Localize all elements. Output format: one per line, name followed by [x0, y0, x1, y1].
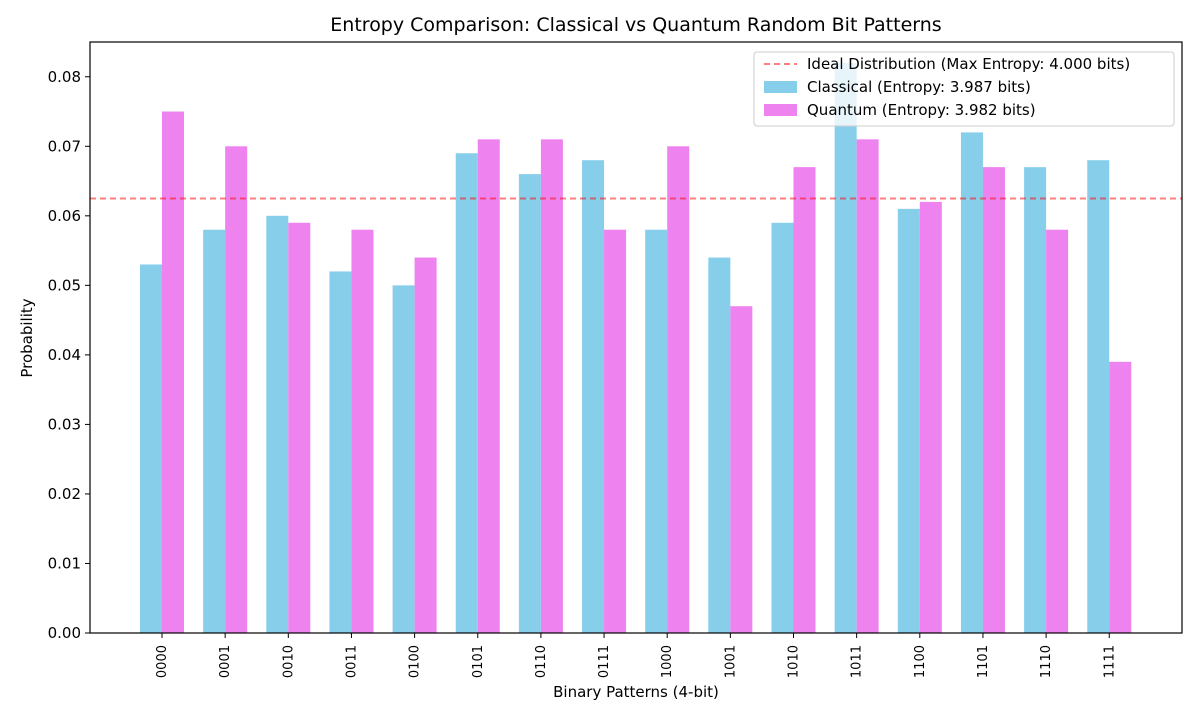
x-tick-label: 0011 [344, 645, 359, 678]
y-axis-label: Probability [18, 298, 36, 377]
quantum-bar [1046, 229, 1069, 633]
classical-bar [140, 264, 162, 633]
classical-bar [897, 208, 920, 633]
classical-bar [834, 62, 857, 633]
quantum-bar [288, 222, 311, 633]
x-tick-label: 1100 [913, 645, 928, 678]
x-tick-label: 0111 [597, 645, 612, 678]
quantum-bar [793, 167, 816, 633]
classical-bar [771, 222, 794, 633]
quantum-bar [856, 139, 879, 633]
x-tick-label: 1001 [723, 645, 738, 678]
y-tick-label: 0.07 [48, 137, 81, 155]
x-tick-label: 1000 [660, 645, 675, 678]
y-tick-label: 0.00 [48, 624, 81, 642]
x-tick-label: 0010 [281, 645, 296, 678]
quantum-bar [225, 146, 248, 633]
quantum-bar [919, 201, 942, 633]
y-tick-label: 0.06 [48, 207, 81, 225]
x-axis-label: Binary Patterns (4-bit) [553, 683, 719, 701]
plot-frame [89, 41, 1183, 634]
x-tick-label: 0101 [471, 645, 486, 678]
x-tick-label: 0100 [408, 645, 423, 678]
y-tick-label: 0.01 [48, 554, 81, 572]
x-tick-label: 0001 [218, 645, 233, 678]
y-tick-label: 0.08 [48, 68, 81, 86]
x-tick-label: 1011 [850, 645, 865, 678]
classical-bar [203, 229, 226, 633]
classical-bar [329, 271, 352, 633]
legend-ideal-label: Ideal Distribution (Max Entropy: 4.000 b… [807, 55, 1130, 73]
classical-bar [518, 174, 541, 633]
x-tick-label: 0000 [155, 645, 170, 678]
y-tick-label: 0.04 [48, 346, 81, 364]
classical-bar [645, 229, 668, 633]
quantum-bar [982, 167, 1005, 633]
quantum-bar [1109, 361, 1132, 633]
plot-area: 0.00 0.01 0.02 0.03 0.04 0.05 0.06 0.07 0.08 0000… [48, 62, 1182, 678]
y-tick-label: 0.05 [48, 276, 81, 294]
x-tick-label: 1010 [787, 645, 802, 678]
classical-bar [266, 215, 289, 633]
classical-bar [582, 160, 605, 633]
x-tick-label: 1101 [976, 645, 991, 678]
legend-box [753, 51, 1175, 127]
classical-bar [708, 257, 731, 633]
x-tick-label: 1111 [1102, 645, 1117, 678]
legend-quantum-label: Quantum (Entropy: 3.982 bits) [807, 101, 1036, 119]
quantum-bar [162, 111, 184, 633]
legend-classical-label: Classical (Entropy: 3.987 bits) [807, 78, 1031, 96]
chart-title: Entropy Comparison: Classical vs Quantum… [330, 14, 941, 36]
y-tick-label: 0.02 [48, 485, 81, 503]
quantum-bar [730, 306, 753, 633]
y-tick-label: 0.03 [48, 415, 81, 433]
classical-bar [455, 153, 478, 633]
classical-bar [1024, 167, 1047, 633]
quantum-bar [351, 229, 374, 633]
legend: Ideal Distribution (Max Entropy: 4.000 b… [753, 51, 1175, 127]
x-tick-label: 0110 [534, 645, 549, 678]
quantum-bar [604, 229, 627, 633]
x-tick-label: 1110 [1039, 645, 1054, 678]
quantum-bar [414, 257, 437, 633]
quantum-bar [667, 146, 690, 633]
legend-quantum-swatch [764, 104, 797, 116]
classical-bar [392, 285, 415, 633]
legend-classical-swatch [764, 81, 797, 93]
classical-bar [960, 132, 983, 633]
quantum-bar [540, 139, 563, 633]
quantum-bar [477, 139, 500, 633]
classical-bar [1087, 160, 1110, 633]
